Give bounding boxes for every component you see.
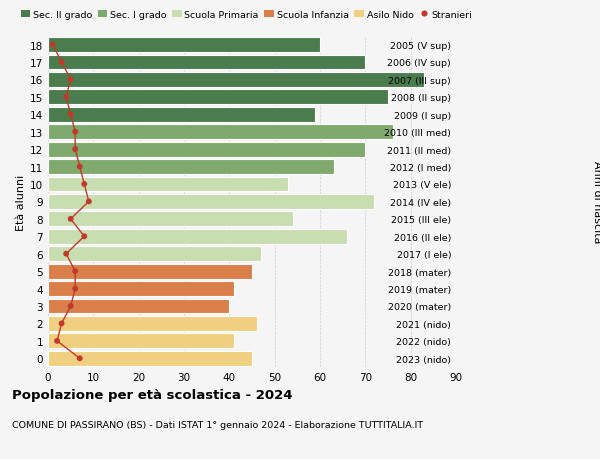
Bar xyxy=(48,177,288,192)
Point xyxy=(75,355,85,362)
Bar xyxy=(48,334,234,348)
Point xyxy=(70,268,80,275)
Point xyxy=(61,94,71,101)
Bar xyxy=(48,316,257,331)
Bar xyxy=(48,142,365,157)
Point xyxy=(84,198,94,206)
Bar xyxy=(48,212,293,227)
Bar xyxy=(48,351,252,366)
Point xyxy=(57,320,67,327)
Bar xyxy=(48,160,334,174)
Text: Anni di nascita: Anni di nascita xyxy=(592,161,600,243)
Bar xyxy=(48,247,261,262)
Text: COMUNE DI PASSIRANO (BS) - Dati ISTAT 1° gennaio 2024 - Elaborazione TUTTITALIA.: COMUNE DI PASSIRANO (BS) - Dati ISTAT 1°… xyxy=(12,420,423,429)
Bar xyxy=(48,107,316,123)
Bar xyxy=(48,90,388,105)
Bar xyxy=(48,264,252,279)
Legend: Sec. II grado, Sec. I grado, Scuola Primaria, Scuola Infanzia, Asilo Nido, Stran: Sec. II grado, Sec. I grado, Scuola Prim… xyxy=(17,7,476,23)
Point xyxy=(79,233,89,241)
Point xyxy=(70,146,80,153)
Point xyxy=(61,251,71,258)
Point xyxy=(70,129,80,136)
Y-axis label: Età alunni: Età alunni xyxy=(16,174,26,230)
Bar xyxy=(48,299,229,313)
Bar xyxy=(48,281,234,297)
Point xyxy=(66,216,76,223)
Point xyxy=(52,337,62,345)
Text: Popolazione per età scolastica - 2024: Popolazione per età scolastica - 2024 xyxy=(12,388,293,401)
Point xyxy=(57,59,67,67)
Point xyxy=(70,285,80,292)
Point xyxy=(79,181,89,188)
Point xyxy=(48,42,58,49)
Point xyxy=(66,112,76,119)
Bar xyxy=(48,38,320,53)
Bar xyxy=(48,73,424,88)
Point xyxy=(66,77,76,84)
Point xyxy=(75,163,85,171)
Point xyxy=(66,302,76,310)
Bar xyxy=(48,125,392,140)
Bar xyxy=(48,230,347,244)
Bar xyxy=(48,56,365,70)
Bar xyxy=(48,195,374,209)
